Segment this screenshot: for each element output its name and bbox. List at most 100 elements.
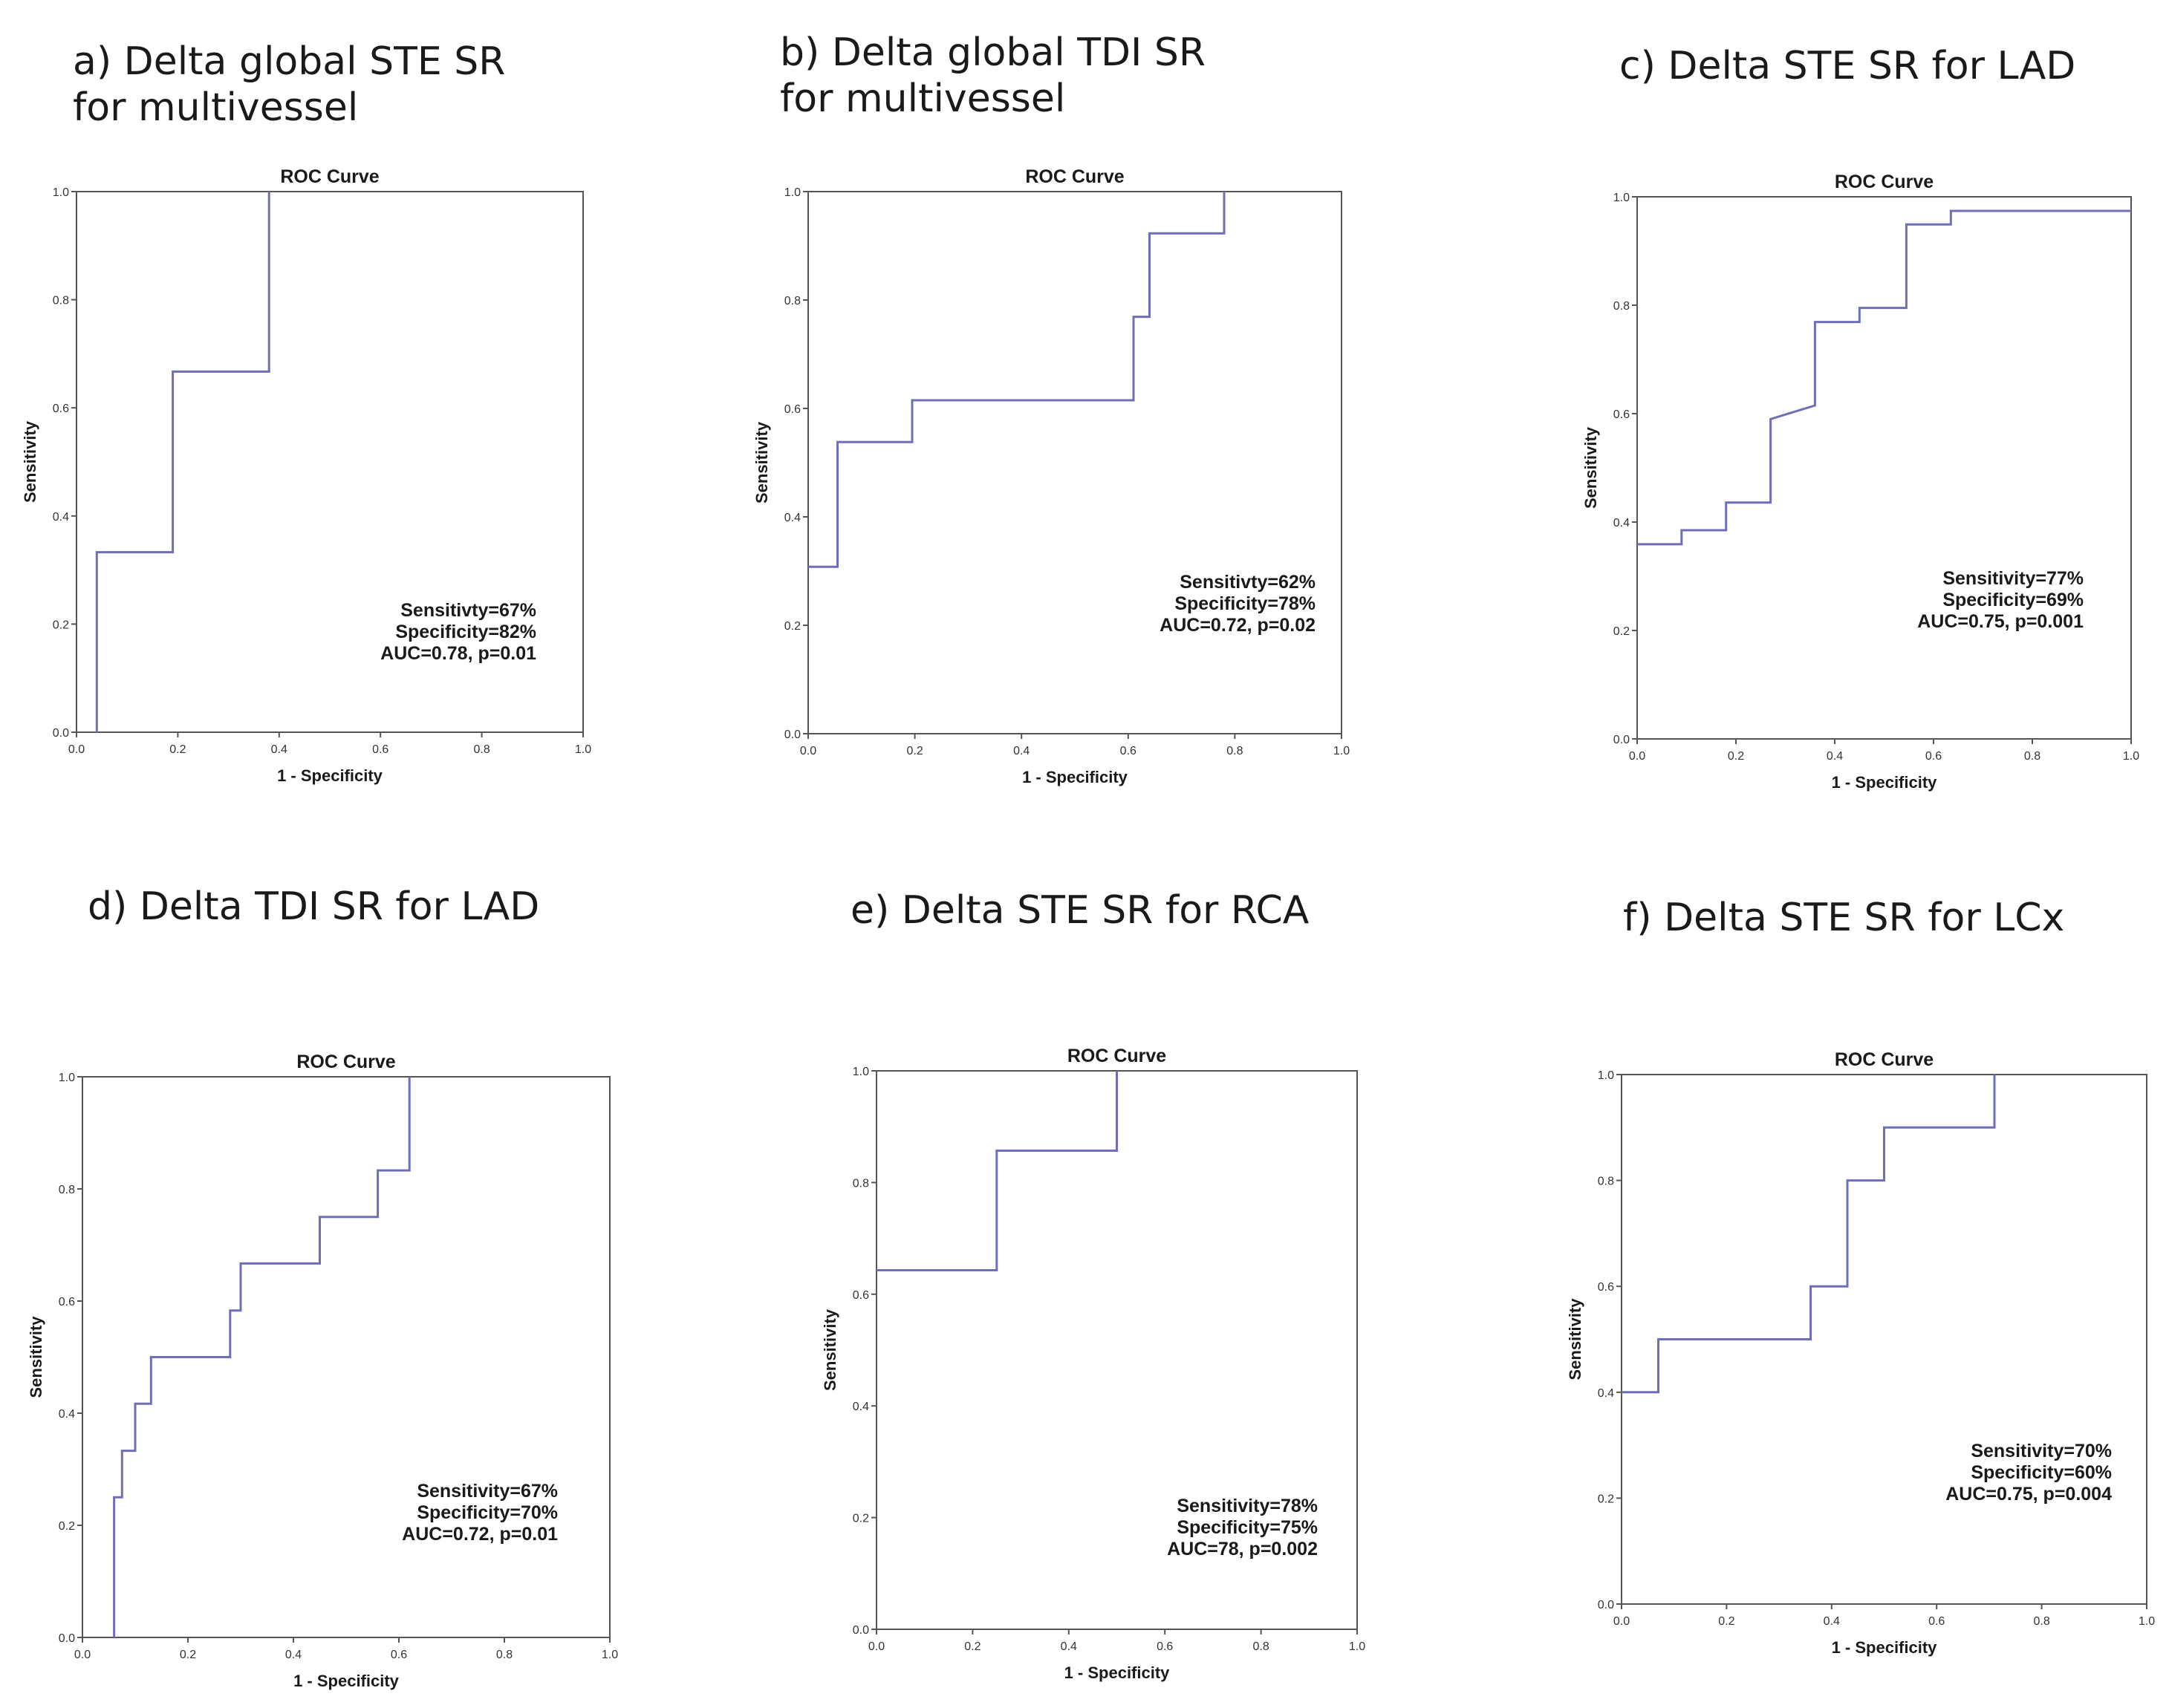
chart-a-roc-curve-series [95, 192, 270, 732]
panel-title-f: f) Delta STE SR for LCx [1623, 896, 2065, 940]
chart-a-y-tick-label: 0.8 [53, 295, 69, 307]
chart-e-annotation-2: AUC=78, p=0.002 [1167, 1539, 1318, 1559]
chart-b-y-tick-label: 0.2 [784, 620, 801, 633]
chart-d-y-tick-label: 0.0 [59, 1632, 75, 1645]
chart-d-x-axis-label: 1 - Specificity [293, 1672, 400, 1690]
chart-c-x-tick-label: 0.4 [1827, 750, 1843, 763]
chart-f-y-tick-label: 0.8 [1598, 1176, 1614, 1188]
chart-a-x-tick-label: 0.4 [271, 743, 287, 756]
chart-b-x-axis-label: 1 - Specificity [1022, 768, 1128, 786]
chart-e-y-axis-label: Sensitivity [821, 1308, 839, 1391]
chart-f-annotation-1: Specificity=60% [1971, 1462, 2112, 1483]
panel-title-b: b) Delta global TDI SR for multivessel [780, 30, 1206, 122]
chart-d-y-tick-label: 0.2 [59, 1520, 75, 1533]
chart-d-x-tick-label: 0.8 [496, 1649, 513, 1661]
chart-e-x-tick-label: 1.0 [1349, 1640, 1365, 1653]
chart-c-x-tick-label: 0.2 [1728, 750, 1744, 763]
chart-a-annotation-0: Sensitivty=67% [400, 600, 536, 621]
chart-a-x-tick-label: 0.0 [68, 743, 85, 756]
chart-d-x-tick-label: 0.0 [74, 1649, 91, 1661]
chart-e-x-tick-label: 0.8 [1252, 1640, 1269, 1653]
chart-e-x-axis-label: 1 - Specificity [1064, 1663, 1171, 1682]
chart-b-roc-title: ROC Curve [1025, 166, 1124, 187]
chart-e-y-tick-label: 0.4 [853, 1401, 869, 1413]
chart-e-y-tick-label: 0.8 [853, 1177, 869, 1190]
chart-f-x-tick-label: 0.0 [1613, 1615, 1630, 1628]
chart-a-annotation-2: AUC=0.78, p=0.01 [380, 643, 536, 664]
chart-a-x-tick-label: 1.0 [575, 743, 591, 756]
chart-f-y-tick-label: 0.2 [1598, 1493, 1614, 1505]
chart-f-x-tick-label: 0.6 [1928, 1615, 1945, 1628]
chart-b-x-tick-label: 0.8 [1226, 745, 1243, 757]
chart-d-annotation-0: Sensitivity=67% [417, 1481, 558, 1502]
chart-f-y-tick-label: 0.4 [1598, 1387, 1614, 1400]
chart-b-y-axis-label: Sensitivity [752, 421, 771, 503]
chart-f-plot-frame [1621, 1074, 2147, 1605]
chart-b-x-tick-label: 0.4 [1013, 745, 1030, 757]
chart-c-y-tick-label: 0.8 [1613, 300, 1630, 313]
chart-c-x-tick-label: 0.8 [2024, 750, 2040, 763]
chart-b-x-tick-label: 1.0 [1333, 745, 1350, 757]
chart-a-roc-title: ROC Curve [280, 166, 379, 187]
chart-d-x-tick-label: 0.6 [391, 1649, 407, 1661]
chart-c-x-axis-label: 1 - Specificity [1832, 773, 1938, 792]
chart-e-x-tick-label: 0.6 [1157, 1640, 1173, 1653]
chart-c-x-tick-label: 0.0 [1629, 750, 1645, 763]
chart-a-x-tick-label: 0.8 [473, 743, 490, 756]
chart-b-plot-frame [807, 191, 1342, 734]
chart-a-x-axis-label: 1 - Specificity [277, 766, 383, 785]
chart-e-y-tick-label: 0.0 [853, 1624, 869, 1637]
chart-b-y-tick-label: 0.6 [784, 403, 801, 416]
chart-e-y-tick-label: 0.2 [853, 1513, 869, 1525]
chart-a-y-axis-label: Sensitivity [21, 420, 39, 503]
chart-a-x-tick-label: 0.2 [169, 743, 186, 756]
chart-c-y-tick-label: 0.6 [1613, 408, 1630, 421]
chart-b-y-tick-label: 1.0 [784, 186, 801, 199]
chart-e-roc-title: ROC Curve [1067, 1046, 1166, 1066]
chart-e-roc-curve-series [877, 1071, 1118, 1271]
chart-c-annotation-2: AUC=0.75, p=0.001 [1917, 611, 2084, 632]
chart-d-x-tick-label: 0.2 [180, 1649, 196, 1661]
chart-e-y-tick-label: 1.0 [853, 1066, 869, 1078]
chart-c-y-axis-label: Sensitivity [1581, 426, 1600, 509]
chart-a-y-tick-label: 0.6 [53, 402, 69, 415]
chart-f-x-tick-label: 0.4 [1824, 1615, 1840, 1628]
panel-title-c: c) Delta STE SR for LAD [1619, 44, 2076, 88]
chart-e-annotation-1: Specificity=75% [1177, 1517, 1318, 1538]
chart-c-y-tick-label: 0.0 [1613, 734, 1630, 746]
chart-a-plot-frame [76, 191, 584, 733]
chart-a-y-tick-label: 0.2 [53, 619, 69, 631]
chart-c-roc-title: ROC Curve [1835, 172, 1934, 192]
chart-b-annotation-1: Specificity=78% [1174, 593, 1316, 614]
chart-f-x-axis-label: 1 - Specificity [1832, 1638, 1938, 1657]
chart-f-y-tick-label: 0.6 [1598, 1281, 1614, 1294]
chart-c-y-tick-label: 1.0 [1613, 192, 1630, 204]
panel-title-e: e) Delta STE SR for RCA [851, 888, 1310, 933]
chart-c-y-tick-label: 0.2 [1613, 625, 1630, 638]
chart-e-y-tick-label: 0.6 [853, 1289, 869, 1302]
chart-d-annotation-2: AUC=0.72, p=0.01 [402, 1524, 558, 1545]
chart-a-y-tick-label: 0.0 [53, 727, 69, 740]
chart-f-y-tick-label: 1.0 [1598, 1069, 1614, 1082]
chart-d-y-axis-label: Sensitivity [27, 1316, 45, 1398]
panel-title-a: a) Delta global STE SR for multivessel [73, 39, 506, 131]
chart-e-x-tick-label: 0.0 [868, 1640, 885, 1653]
chart-a-annotation-1: Specificity=82% [395, 622, 536, 642]
chart-d-y-tick-label: 1.0 [59, 1072, 75, 1084]
chart-b-roc-curve-series [808, 192, 1226, 568]
chart-b-x-tick-label: 0.0 [800, 745, 816, 757]
chart-d-roc-curve-series [113, 1077, 411, 1637]
chart-f-y-axis-label: Sensitivity [1566, 1298, 1584, 1381]
chart-f-roc-curve-series [1622, 1075, 1996, 1394]
chart-d-annotation-1: Specificity=70% [417, 1502, 558, 1523]
chart-f-annotation-0: Sensitivity=70% [1971, 1441, 2112, 1461]
chart-f-x-tick-label: 1.0 [2139, 1615, 2155, 1628]
chart-c-y-tick-label: 0.4 [1613, 517, 1630, 529]
chart-e-x-tick-label: 0.4 [1061, 1640, 1077, 1653]
chart-d-plot-frame [82, 1076, 611, 1638]
chart-b-x-tick-label: 0.2 [906, 745, 923, 757]
chart-c-x-tick-label: 1.0 [2123, 750, 2139, 763]
chart-f-roc-title: ROC Curve [1835, 1049, 1934, 1070]
chart-d-y-tick-label: 0.4 [59, 1408, 75, 1421]
